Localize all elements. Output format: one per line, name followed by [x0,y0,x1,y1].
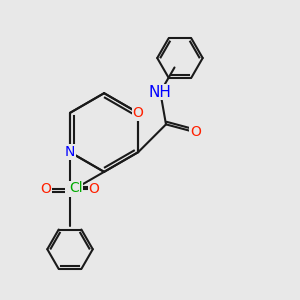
Text: O: O [88,182,100,196]
Text: N: N [65,145,75,159]
Text: S: S [66,182,74,196]
Text: Cl: Cl [69,181,82,195]
Text: O: O [190,125,201,139]
Text: O: O [133,106,144,120]
Text: O: O [40,182,51,196]
Text: NH: NH [149,85,172,100]
